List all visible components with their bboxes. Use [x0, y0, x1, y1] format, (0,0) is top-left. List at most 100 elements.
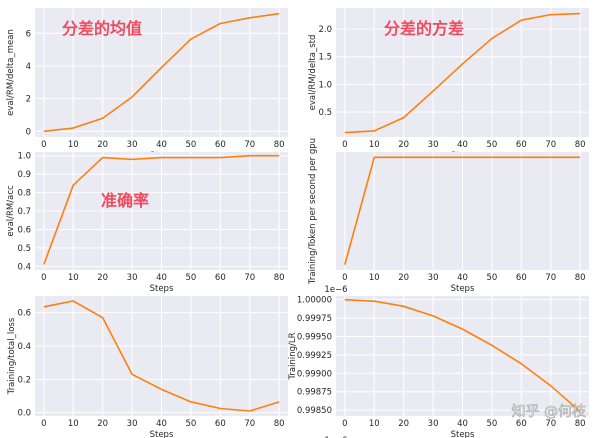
x-tick-label: 30	[428, 273, 439, 283]
y-tick-label: 0.9	[17, 170, 31, 180]
x-tick-label: 0	[342, 273, 347, 283]
x-tick-label: 0	[41, 140, 46, 150]
y-tick-label: 0.8	[17, 189, 31, 199]
x-tick-label: 30	[127, 419, 138, 429]
x-tick-label: 30	[127, 273, 138, 283]
watermark: 知乎 @何枝	[512, 403, 586, 420]
y-axis-label: eval/RM/delta_std	[308, 35, 318, 111]
x-tick-label: 50	[487, 140, 498, 150]
y-tick-label: 2	[26, 95, 31, 105]
series-line	[43, 154, 280, 265]
x-tick-label: 40	[457, 419, 468, 429]
x-tick-label: 10	[369, 273, 380, 283]
x-tick-label: 20	[97, 140, 108, 150]
x-tick-label: 80	[274, 273, 285, 283]
x-tick-label: 30	[127, 140, 138, 150]
x-tick-label: 0	[342, 419, 347, 429]
x-tick-label: 60	[516, 140, 527, 150]
x-tick-label: 40	[156, 140, 167, 150]
x-tick-label: 20	[97, 273, 108, 283]
x-tick-label: 60	[516, 273, 527, 283]
annotation-label: 准确率	[101, 191, 149, 210]
y-tick-label: 0.5	[318, 108, 332, 118]
x-tick-label: 80	[575, 419, 586, 429]
x-tick-label: 20	[398, 273, 409, 283]
y-tick-label: 0.6	[17, 225, 31, 235]
x-tick-label: 80	[575, 140, 586, 150]
y-tick-label: 0.99975	[297, 314, 332, 324]
x-tick-label: 10	[68, 140, 79, 150]
x-tick-label: 10	[68, 419, 79, 429]
x-tick-label: 0	[41, 273, 46, 283]
x-tick-label: 10	[369, 419, 380, 429]
x-tick-label: 50	[487, 419, 498, 429]
x-tick-label: 50	[487, 273, 498, 283]
y-axis-label: eval/RM/delta_mean	[6, 29, 16, 116]
y-tick-label: 0.4	[17, 262, 31, 272]
x-tick-label: 10	[369, 140, 380, 150]
x-tick-label: 20	[398, 419, 409, 429]
y-tick-label: 1.5	[318, 53, 332, 63]
annotation-label: 分差的方差	[384, 19, 464, 38]
y-axis-label: Training/LR	[288, 332, 298, 380]
x-tick-label: 70	[545, 419, 556, 429]
series-line	[344, 156, 581, 265]
y-tick-label: 0.6	[17, 309, 31, 319]
x-axis-label: Steps	[150, 430, 174, 438]
x-tick-label: 70	[244, 140, 255, 150]
x-tick-label: 0	[41, 419, 46, 429]
series-line	[344, 12, 581, 134]
x-tick-label: 40	[457, 273, 468, 283]
x-axis-label: Steps	[451, 284, 475, 294]
y-tick-label: 0.5	[17, 244, 31, 254]
x-tick-label: 70	[244, 273, 255, 283]
y-tick-label: 0.99850	[297, 406, 332, 416]
x-tick-label: 70	[545, 140, 556, 150]
subplot-delta-mean: 010203040506070800246Stepseval/RM/delta_…	[6, 8, 288, 161]
series-line	[43, 300, 280, 412]
x-tick-label: 40	[457, 140, 468, 150]
x-tick-label: 60	[516, 419, 527, 429]
x-tick-label: 0	[342, 140, 347, 150]
y-tick-label: 6	[26, 29, 31, 39]
x-tick-label: 80	[575, 273, 586, 283]
y-tick-label: 1.0	[318, 80, 332, 90]
x-tick-label: 80	[274, 419, 285, 429]
x-axis-label: Steps	[451, 430, 475, 438]
x-tick-label: 40	[156, 273, 167, 283]
x-tick-label: 50	[186, 273, 197, 283]
x-tick-label: 70	[244, 419, 255, 429]
y-tick-label: 2.0	[318, 25, 332, 35]
scale-label: 1e−6	[324, 285, 347, 295]
y-tick-label: 0.4	[17, 342, 31, 352]
x-tick-label: 60	[215, 419, 226, 429]
subplot-total-loss: 0 10 20 30 40 50 60 70 80 0.0 0.2 0.4 0.6 Steps Traini…	[7, 296, 288, 438]
y-tick-label: 0.99925	[297, 351, 332, 361]
y-axis-label: Training/total_loss	[7, 317, 17, 395]
y-tick-label: 0.7	[17, 207, 31, 217]
x-tick-label: 30	[428, 140, 439, 150]
x-tick-label: 20	[398, 140, 409, 150]
x-tick-label: 20	[97, 419, 108, 429]
y-tick-label: 0.99950	[297, 332, 332, 342]
series-line	[43, 12, 280, 133]
y-tick-label: 0	[26, 127, 31, 137]
x-tick-label: 40	[156, 419, 167, 429]
y-tick-label: 0.2	[17, 375, 31, 385]
subplot-lr: 0 10 20 30 40 50 60 70 80 0.99850 0.99875 0.99900 0.…	[288, 285, 589, 438]
x-tick-label: 80	[274, 140, 285, 150]
y-tick-label: 4	[26, 62, 31, 72]
x-tick-label: 50	[186, 419, 197, 429]
series-line	[344, 298, 581, 413]
x-tick-label: 70	[545, 273, 556, 283]
y-tick-label: 1.0	[17, 152, 31, 162]
x-tick-label: 10	[68, 273, 79, 283]
subplot-delta-std: 010203040506070800.51.01.52.0Stepseval/R…	[308, 8, 589, 161]
y-tick-label: 1.00000	[297, 296, 332, 306]
offset-label-bottom: 1e−6	[324, 436, 347, 438]
x-tick-label: 30	[428, 419, 439, 429]
subplot-acc: 0 10 20 30 40 50 60 70 80 0.4 0.5 0.6 0.7 0.8 0.9 1.0 St…	[6, 152, 288, 294]
y-axis-label: eval/RM/acc	[6, 185, 16, 237]
x-tick-label: 50	[186, 140, 197, 150]
